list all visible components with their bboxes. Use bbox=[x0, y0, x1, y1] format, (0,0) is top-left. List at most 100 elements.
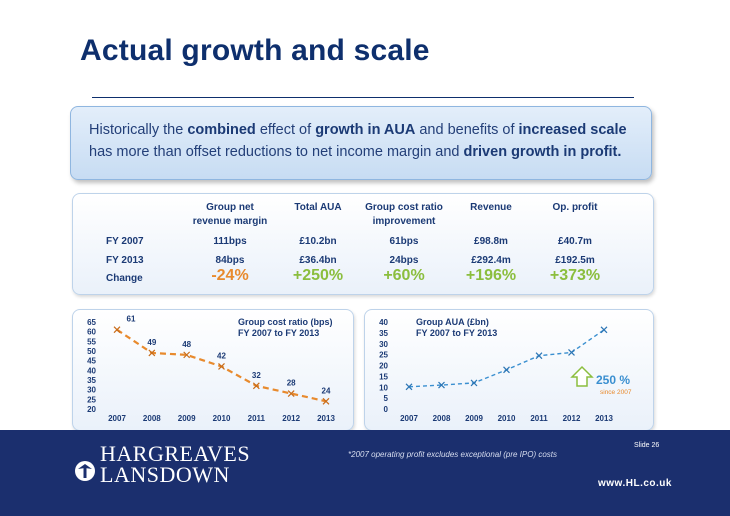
y-tick-label: 35 bbox=[87, 376, 96, 385]
callout-part: Historically the bbox=[89, 122, 188, 138]
table-cell: £192.5m bbox=[555, 255, 595, 266]
table-header-op-profit: Op. profit bbox=[552, 202, 598, 213]
y-tick-label: 15 bbox=[379, 372, 388, 381]
data-point bbox=[600, 326, 608, 334]
row-label-fy2013: FY 2013 bbox=[106, 255, 144, 266]
series-line bbox=[408, 329, 605, 388]
y-tick-label: 30 bbox=[87, 386, 96, 395]
data-label: 32 bbox=[252, 371, 261, 380]
table-cell: £98.8m bbox=[474, 236, 508, 247]
data-point bbox=[218, 363, 225, 370]
callout-part: combined bbox=[187, 122, 256, 138]
table-cell: 111bps bbox=[213, 236, 247, 247]
table-cell: 61bps bbox=[389, 236, 419, 247]
title-divider bbox=[92, 97, 634, 98]
y-tick-label: 20 bbox=[379, 362, 388, 371]
table-cell: £10.2bn bbox=[299, 236, 337, 247]
y-tick-label: 25 bbox=[87, 395, 96, 404]
y-tick-label: 40 bbox=[87, 366, 96, 375]
x-tick-label: 2013 bbox=[595, 414, 613, 423]
logo-emblem-icon bbox=[75, 461, 95, 481]
x-tick-label: 2009 bbox=[465, 414, 483, 423]
row-label-change: Change bbox=[106, 273, 143, 284]
row-label-fy2007: FY 2007 bbox=[106, 236, 144, 247]
data-point bbox=[438, 381, 445, 389]
table-cell: £36.4bn bbox=[299, 255, 337, 266]
data-label: 42 bbox=[217, 351, 226, 360]
x-tick-label: 2008 bbox=[433, 414, 451, 423]
data-point bbox=[470, 379, 478, 387]
footnote: *2007 operating profit excludes exceptio… bbox=[348, 450, 558, 459]
y-tick-label: 50 bbox=[87, 347, 96, 356]
y-tick-label: 40 bbox=[379, 318, 388, 327]
callout-part: effect of bbox=[255, 122, 316, 138]
table-cell: 24bps bbox=[389, 255, 419, 266]
data-label: 61 bbox=[127, 315, 136, 324]
x-tick-label: 2011 bbox=[248, 414, 266, 423]
data-point bbox=[568, 349, 575, 356]
aua-chart: Group AUA (£bn) FY 2007 to FY 2013 40 35 30… bbox=[379, 317, 632, 423]
callout-part: driven growth in profit. bbox=[463, 144, 622, 160]
x-tick-label: 2012 bbox=[563, 414, 581, 423]
table-header-margin: Group net revenue margin bbox=[192, 202, 268, 227]
callout-part: and benefits of bbox=[415, 122, 519, 138]
y-tick-label: 5 bbox=[384, 394, 389, 403]
y-tick-label: 0 bbox=[384, 405, 389, 414]
slide-number: Slide 26 bbox=[634, 442, 660, 449]
table-cell: 84bps bbox=[215, 255, 245, 266]
callout-part: growth in AUA bbox=[315, 122, 416, 138]
footer-band bbox=[0, 430, 730, 516]
callout-part: has more than offset reductions to net i… bbox=[89, 144, 464, 160]
callout-part: increased scale bbox=[518, 122, 627, 138]
y-tick-label: 30 bbox=[379, 340, 388, 349]
data-point bbox=[252, 382, 260, 390]
data-point bbox=[183, 351, 191, 359]
y-tick-label: 20 bbox=[87, 405, 96, 414]
data-point bbox=[113, 326, 121, 334]
table-cell: £292.4m bbox=[471, 255, 511, 266]
x-tick-label: 2012 bbox=[282, 414, 300, 423]
cost-ratio-chart-panel bbox=[72, 309, 354, 431]
y-tick-label: 60 bbox=[87, 328, 96, 337]
y-tick-label: 25 bbox=[379, 351, 388, 360]
change-aua: +250% bbox=[292, 267, 344, 284]
growth-value: 250 % bbox=[596, 373, 630, 387]
y-tick-label: 35 bbox=[379, 329, 388, 338]
data-label: 28 bbox=[287, 379, 296, 388]
data-point bbox=[535, 352, 543, 360]
x-tick-label: 2008 bbox=[143, 414, 161, 423]
data-label: 48 bbox=[182, 340, 191, 349]
data-point bbox=[148, 349, 156, 357]
table-header-aua: Total AUA bbox=[294, 202, 342, 213]
summary-callout: Historically the combined effect of grow… bbox=[70, 106, 652, 180]
change-op-profit: +373% bbox=[549, 267, 601, 284]
x-tick-label: 2010 bbox=[213, 414, 231, 423]
x-tick-label: 2013 bbox=[317, 414, 335, 423]
x-tick-label: 2009 bbox=[178, 414, 196, 423]
metrics-table-panel bbox=[72, 193, 654, 295]
change-revenue: +196% bbox=[465, 267, 517, 284]
x-tick-label: 2011 bbox=[530, 414, 548, 423]
data-point bbox=[405, 383, 413, 391]
y-tick-label: 45 bbox=[87, 357, 96, 366]
summary-text: Historically the combined effect of grow… bbox=[89, 119, 645, 163]
page-title: Actual growth and scale bbox=[80, 34, 430, 67]
y-tick-label: 55 bbox=[87, 337, 96, 346]
data-label: 24 bbox=[322, 386, 331, 395]
data-label: 49 bbox=[147, 338, 156, 347]
growth-note: since 2007 bbox=[600, 389, 632, 396]
logo-line1: HARGREAVES bbox=[100, 441, 251, 466]
y-tick-label: 10 bbox=[379, 383, 388, 392]
table-header-revenue: Revenue bbox=[470, 202, 512, 213]
footer-url: www.HL.co.uk bbox=[598, 478, 672, 489]
data-point bbox=[287, 390, 295, 397]
data-point bbox=[322, 397, 330, 405]
change-margin: -24% bbox=[211, 267, 249, 284]
x-tick-label: 2010 bbox=[498, 414, 516, 423]
chart-title: Group cost ratio (bps) FY 2007 to FY 2013 bbox=[238, 317, 333, 338]
chart-title: Group AUA (£bn) FY 2007 to FY 2013 bbox=[416, 317, 497, 338]
x-tick-label: 2007 bbox=[108, 414, 126, 423]
y-tick-label: 65 bbox=[87, 318, 96, 327]
x-tick-label: 2007 bbox=[400, 414, 418, 423]
cost-ratio-chart: Group cost ratio (bps) FY 2007 to FY 2013… bbox=[87, 315, 335, 423]
